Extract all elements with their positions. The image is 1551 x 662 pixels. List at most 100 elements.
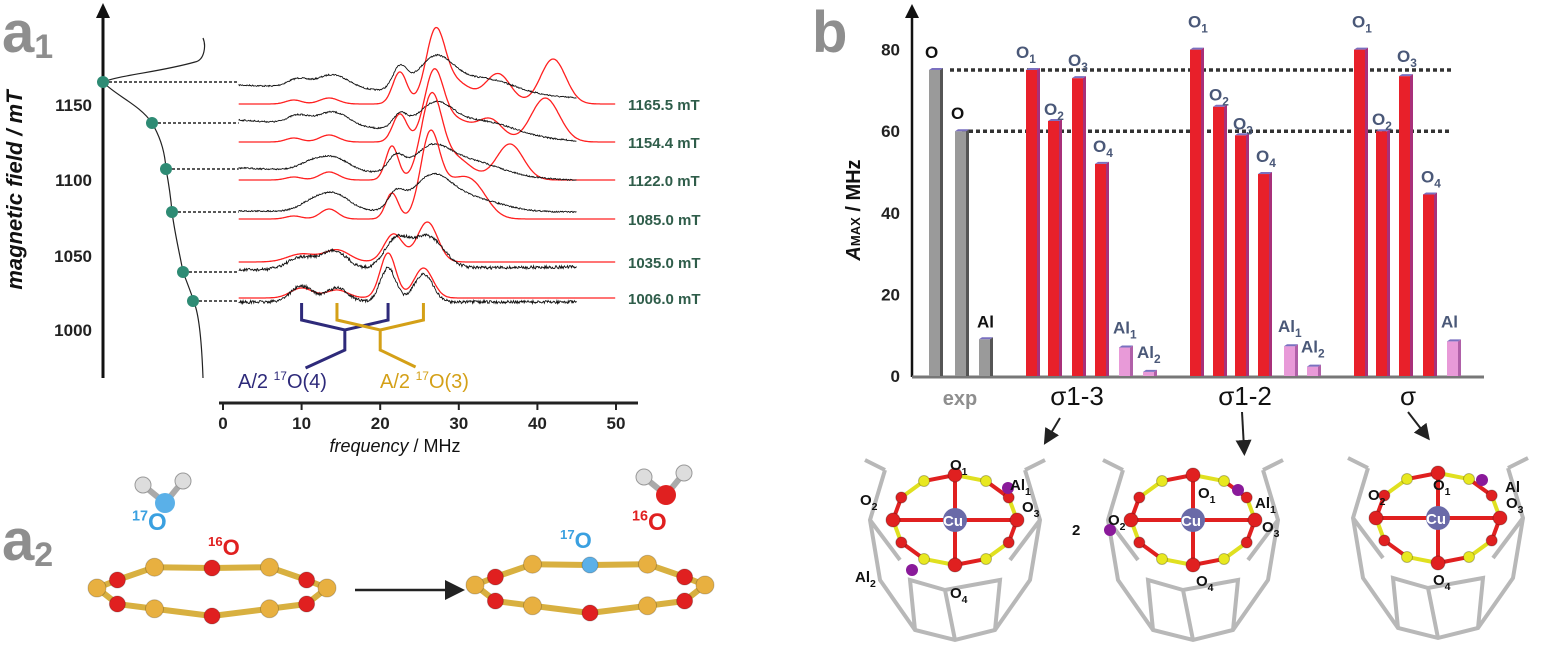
silicon-atom xyxy=(317,578,337,598)
bar-label: O xyxy=(951,104,964,123)
bar xyxy=(1095,163,1106,376)
water-17o-label: 17O xyxy=(132,508,167,536)
bar-top xyxy=(1423,192,1437,195)
bar-side xyxy=(1318,364,1321,376)
bar-top xyxy=(1235,133,1249,136)
field-tick-label: 1100 xyxy=(55,171,92,190)
oxygen-atom xyxy=(1430,465,1446,481)
o3-annotation: A/2 17O(3) xyxy=(380,369,469,393)
bar-top xyxy=(1447,339,1461,342)
copper-atom xyxy=(1426,506,1450,530)
cu-site-structure-2: O1 Al O2 Cu O3 O4 xyxy=(1347,411,1529,641)
o3-splitting-bracket xyxy=(335,303,425,369)
structure-atom-label: O1 xyxy=(950,457,968,478)
frequency-tick-label: 40 xyxy=(528,414,547,433)
bar-side xyxy=(1154,369,1157,376)
field-label: 1085.0 mT xyxy=(628,212,701,229)
o4-splitting-bracket xyxy=(300,303,390,370)
bar-side xyxy=(1387,129,1390,376)
bar xyxy=(1399,76,1410,377)
oxygen-atom xyxy=(676,592,694,610)
o4-annotation: A/2 17O(4) xyxy=(238,369,327,393)
oxygen-atom xyxy=(1002,536,1015,549)
oxygen-atom xyxy=(1378,534,1391,547)
oxygen-atom xyxy=(203,607,221,625)
field-position-dot xyxy=(160,163,172,175)
bar-side xyxy=(1365,47,1368,376)
bar-top xyxy=(1190,47,1204,50)
frequency-axis-label: frequency / MHz xyxy=(329,436,460,456)
zeolite-ring xyxy=(87,557,337,625)
bar xyxy=(1213,106,1224,376)
bar-label: O1 xyxy=(1352,13,1372,36)
bar xyxy=(929,70,940,376)
silicon-atom xyxy=(260,599,279,619)
oxygen-atom xyxy=(947,467,963,483)
bar-side xyxy=(1130,345,1133,376)
bar xyxy=(955,131,966,376)
epr-field-curve xyxy=(101,37,206,379)
experimental-spectrum xyxy=(238,53,577,99)
experimental-spectrum xyxy=(238,142,577,181)
frequency-tick-label: 20 xyxy=(371,414,390,433)
spectrum-1122-0-mT: 1122.0 mT xyxy=(160,91,700,190)
bar-label: O4 xyxy=(1256,147,1276,170)
arrow-icon xyxy=(1235,411,1252,456)
bar-top xyxy=(1284,344,1298,347)
silicon-atom xyxy=(980,475,992,488)
silicon-atom xyxy=(145,557,164,577)
bar-label: O2 xyxy=(1044,100,1064,123)
bar xyxy=(1307,366,1318,376)
silicon-atom xyxy=(260,557,279,577)
bar xyxy=(1026,70,1037,376)
frequency-tick-label: 30 xyxy=(449,414,468,433)
bar-side xyxy=(1059,119,1062,376)
category-label: σ xyxy=(1400,381,1416,411)
structure-atom-label: O1 xyxy=(1198,485,1216,506)
aluminium-atom xyxy=(1104,524,1116,536)
structure-atom-label: O4 xyxy=(1196,573,1214,594)
structure-atom-label: 2 xyxy=(1072,522,1080,539)
oxygen-atom xyxy=(1240,491,1253,504)
oxygen-atom xyxy=(298,571,316,589)
silicon-atom xyxy=(918,552,930,565)
cu-site-structure-1: O1 Al1 O2 Cu O3 2 O4 xyxy=(1072,411,1284,643)
oxygen-atom xyxy=(1123,512,1139,528)
simulated-spectrum xyxy=(238,68,616,143)
oxygen-atom xyxy=(1430,555,1446,571)
spectrum-1035-0-mT: 1035.0 mT xyxy=(177,221,701,278)
bar-label: Al2 xyxy=(1301,338,1325,361)
field-label: 1035.0 mT xyxy=(628,255,701,272)
field-label: 1122.0 mT xyxy=(628,173,700,190)
bar-top xyxy=(1307,364,1321,367)
silicon-atom xyxy=(145,599,164,619)
silicon-atom xyxy=(1218,475,1230,488)
hydrogen-atom xyxy=(174,472,192,490)
frequency-tick-label: 10 xyxy=(292,414,311,433)
amax-tick-label: 60 xyxy=(881,122,900,141)
bar-top xyxy=(1376,129,1390,132)
bar-label: O3 xyxy=(1233,114,1253,137)
spectrum-1154-4-mT: 1154.4 mT xyxy=(146,68,700,152)
silicon-atom xyxy=(465,575,485,595)
structure-atom-label: Al1 xyxy=(1010,477,1031,498)
oxygen-atom xyxy=(676,568,694,586)
bar-group-3: O1 O2 O3 O4 Al σ xyxy=(1352,13,1461,411)
bar-top xyxy=(1213,104,1227,107)
spectrum-1085-0-mT: 1085.0 mT xyxy=(166,129,701,229)
oxygen-atom xyxy=(947,557,963,573)
structure-atom-label: O3 xyxy=(1506,495,1524,516)
arrow-icon xyxy=(1043,417,1061,445)
experimental-spectrum xyxy=(238,232,577,273)
bar-top xyxy=(1048,119,1062,121)
ring-bond xyxy=(589,561,648,568)
structure-atom-label: O1 xyxy=(1433,477,1451,498)
silicon-atom xyxy=(1401,550,1413,563)
field-position-dot xyxy=(177,266,189,278)
bar-label: Al2 xyxy=(1137,343,1161,366)
oxygen-atom xyxy=(1247,512,1263,528)
ring-bond xyxy=(154,564,213,571)
structure-atom-label: O3 xyxy=(1262,519,1280,540)
silicon-atom xyxy=(1156,475,1168,488)
